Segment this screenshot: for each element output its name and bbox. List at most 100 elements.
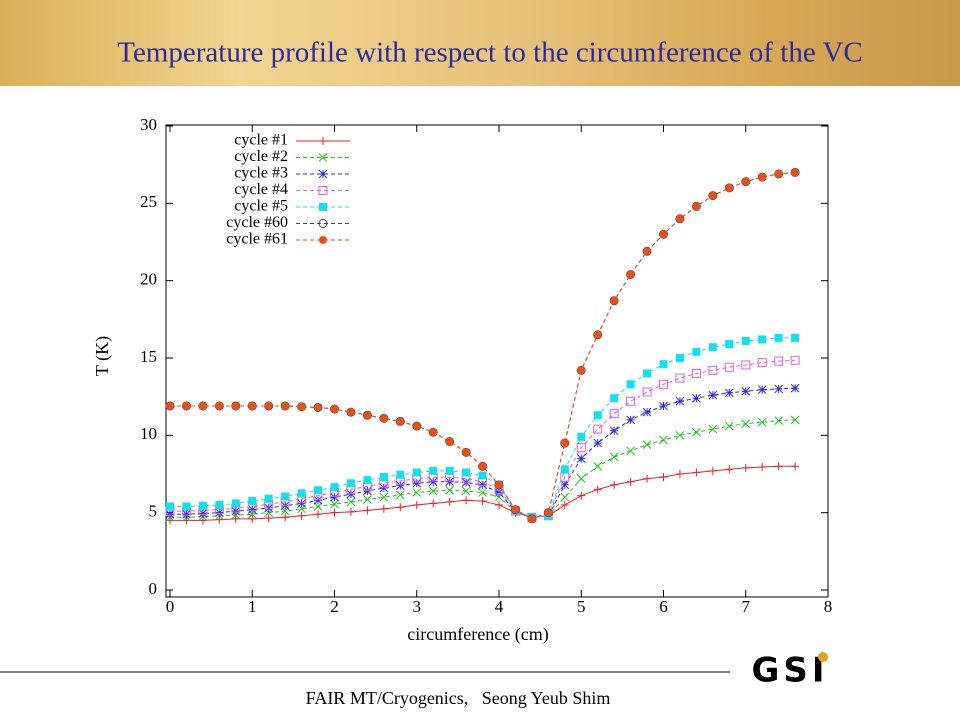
marker: [758, 463, 767, 472]
marker: [445, 497, 454, 506]
legend-label: cycle #2: [234, 148, 288, 165]
marker-shape: [577, 366, 586, 375]
marker: [724, 388, 734, 398]
marker: [790, 383, 800, 393]
marker-stroke: [692, 427, 701, 437]
marker: [198, 516, 207, 525]
marker-shape: [396, 470, 405, 479]
marker: [166, 502, 174, 511]
marker-stroke: [609, 426, 619, 436]
marker: [659, 435, 668, 445]
marker: [643, 474, 652, 483]
marker: [774, 333, 783, 342]
marker: [593, 485, 602, 494]
marker: [560, 480, 570, 490]
marker: [757, 417, 767, 427]
marker-stroke: [363, 495, 372, 504]
marker: [741, 336, 750, 345]
marker: [182, 509, 191, 519]
marker: [560, 492, 570, 502]
marker: [675, 430, 685, 440]
marker: [577, 432, 586, 441]
marker: [478, 497, 487, 506]
header-band: [0, 0, 960, 86]
marker-shape: [297, 402, 306, 411]
marker: [215, 500, 224, 509]
marker-stroke: [231, 506, 241, 516]
marker: [198, 401, 207, 410]
marker-shape: [166, 401, 174, 410]
y-tick-label: 25: [140, 192, 157, 211]
marker: [527, 514, 536, 523]
marker: [659, 401, 668, 411]
marker: [330, 508, 339, 517]
marker: [692, 427, 701, 437]
marker-shape: [281, 492, 290, 501]
marker-shape: [626, 270, 635, 279]
marker-stroke: [626, 446, 635, 456]
marker: [626, 380, 635, 389]
marker: [741, 386, 751, 396]
marker-shape: [379, 414, 388, 423]
marker: [314, 510, 323, 519]
marker: [593, 330, 602, 339]
series-line: [170, 419, 796, 518]
marker-shape: [741, 177, 750, 186]
marker-shape: [774, 169, 783, 178]
marker-shape: [182, 502, 191, 511]
marker-shape: [445, 466, 454, 475]
marker: [675, 396, 685, 406]
x-tick-label: 3: [413, 597, 422, 616]
x-tick-label: 7: [742, 597, 751, 616]
marker: [363, 506, 372, 515]
marker-stroke: [318, 153, 328, 162]
marker: [412, 422, 421, 431]
marker: [708, 365, 718, 375]
marker: [495, 480, 503, 489]
marker-shape: [297, 489, 306, 498]
marker-shape: [429, 466, 438, 475]
marker-stroke: [379, 492, 389, 502]
y-tick-label: 20: [140, 270, 157, 289]
marker: [576, 443, 586, 453]
marker-shape: [691, 368, 701, 378]
marker: [166, 401, 174, 410]
marker: [313, 502, 323, 511]
marker-stroke: [363, 486, 372, 496]
y-tick-label: 0: [149, 579, 158, 598]
marker: [790, 355, 800, 365]
marker-shape: [758, 335, 767, 344]
marker: [642, 440, 652, 449]
marker: [593, 438, 603, 448]
marker: [346, 507, 355, 516]
marker: [314, 486, 323, 495]
marker: [609, 409, 619, 419]
marker-stroke: [576, 474, 586, 483]
marker-shape: [724, 362, 734, 372]
marker-shape: [248, 497, 257, 506]
marker: [346, 497, 356, 507]
marker: [725, 183, 734, 192]
marker: [318, 186, 328, 195]
marker: [281, 513, 290, 522]
marker-shape: [708, 343, 717, 352]
marker-shape: [577, 432, 586, 441]
marker: [511, 505, 520, 514]
marker-shape: [264, 401, 273, 410]
marker: [182, 401, 191, 410]
marker-shape: [511, 505, 520, 514]
footer-text: FAIR MT/Cryogenics, Seong Yeub Shim: [306, 688, 611, 708]
marker-stroke: [379, 483, 389, 493]
marker-shape: [741, 336, 750, 345]
logo-dot: [818, 652, 828, 662]
marker-stroke: [461, 486, 471, 496]
footer-logo: GSI: [751, 651, 828, 691]
marker: [215, 515, 224, 524]
legend-label: cycle #3: [234, 165, 288, 182]
marker-stroke: [445, 477, 455, 487]
marker: [264, 401, 273, 410]
marker: [346, 408, 355, 417]
marker: [297, 511, 306, 520]
marker: [609, 452, 619, 462]
